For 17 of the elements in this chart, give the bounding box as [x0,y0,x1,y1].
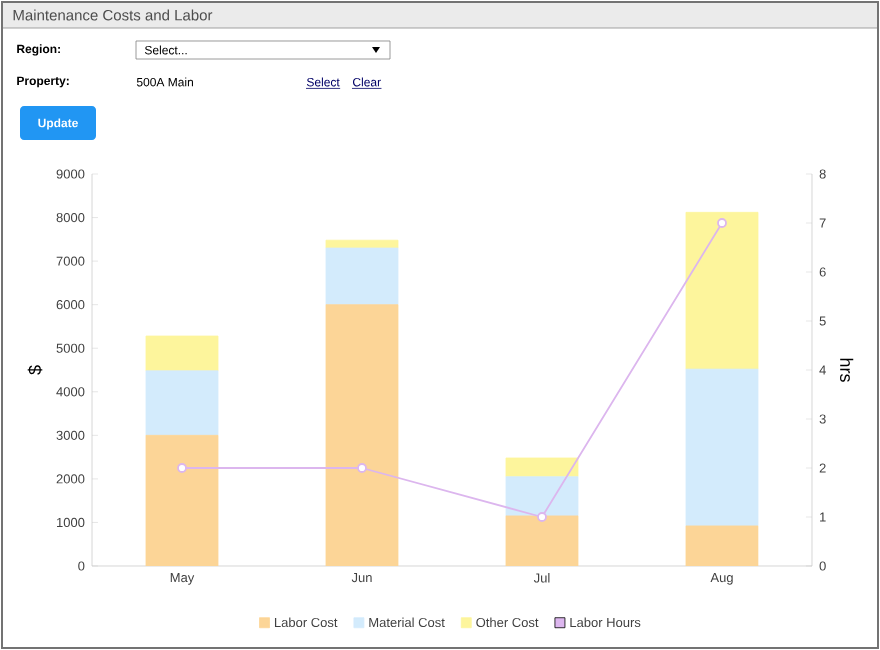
bar [505,515,579,566]
bar [145,370,219,436]
y-axis-title: $ [27,365,43,375]
bar [685,211,759,370]
bar [505,476,579,517]
point [177,463,187,473]
bar [145,434,219,566]
bar [325,304,399,566]
bar [685,368,759,527]
bar [505,457,579,478]
y2-axis-title: hrs [840,358,854,382]
bar [325,247,399,306]
bar [685,525,759,566]
point [357,463,367,473]
point [537,512,547,522]
bar [145,335,219,372]
point [717,218,727,228]
